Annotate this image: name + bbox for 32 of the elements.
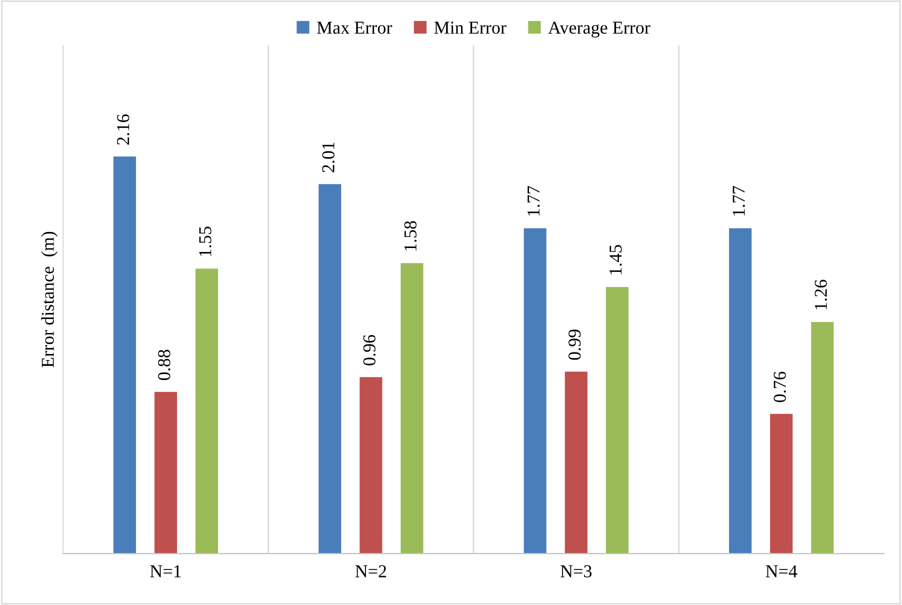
bar [811,322,834,554]
data-label: 1.77 [732,186,745,216]
legend-label: Average Error [548,22,650,38]
bar [729,228,752,554]
legend-label: Max Error [317,22,392,34]
data-label: 1.45 [610,245,622,274]
data-label: 2.01 [322,142,335,172]
bar [770,414,793,554]
bar [318,184,342,554]
bar [360,377,382,554]
y-axis-title: Error distance (m) [41,232,58,368]
bar [564,372,588,554]
data-label: 0.88 [158,350,170,380]
data-label: 0.96 [363,334,376,366]
bar [524,228,546,554]
x-tick-label: N=3 [560,565,592,578]
data-label: 1.55 [199,226,212,256]
x-tick-label: N=2 [355,565,386,578]
data-label: 1.26 [814,280,827,310]
bar [113,156,136,554]
bar [606,287,628,554]
x-tick-label: N=4 [766,565,798,578]
data-label: 0.76 [774,372,786,402]
data-label: 1.58 [404,221,417,250]
data-label: 1.77 [528,186,540,216]
data-label: 2.16 [117,114,130,145]
bar [400,263,424,554]
bar [154,392,178,554]
x-tick-label: N=1 [150,565,181,578]
legend-label: Min Error [434,22,506,34]
data-label: 0.99 [568,330,581,360]
bar [195,268,218,554]
